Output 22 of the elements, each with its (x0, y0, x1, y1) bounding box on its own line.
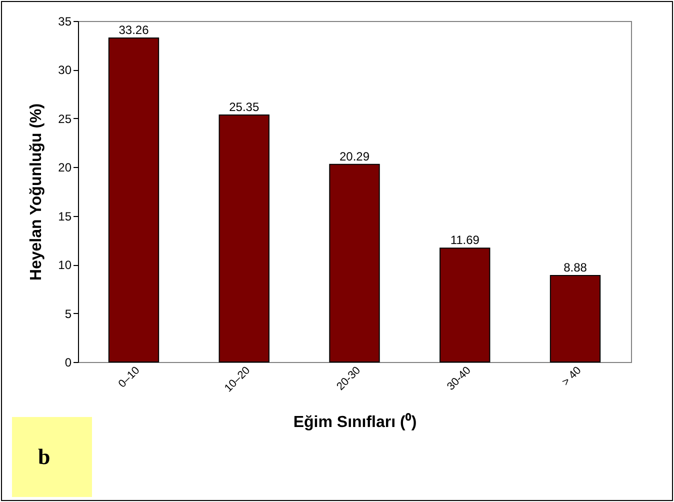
text: b (12, 417, 92, 497)
data-label: 33.26 (118, 22, 150, 37)
data-label: 11.69 (450, 233, 480, 248)
y-tick-label: 35 (58, 14, 72, 28)
bar (108, 37, 160, 362)
y-tick-label: 0 (64, 356, 72, 370)
bar (440, 248, 490, 362)
data-label: 20.29 (339, 149, 370, 164)
x-tick-label: > 40 (560, 364, 584, 388)
bar (550, 274, 601, 362)
y-tick-label: 20 (58, 160, 72, 175)
y-tick-label: 5 (64, 306, 72, 321)
x-axis-title: Eğim Sınıfları (⁰) (293, 412, 417, 431)
bar (218, 114, 270, 362)
data-label: 25.35 (229, 100, 260, 114)
data-label: 8.88 (564, 260, 588, 274)
y-tick-label: 10 (58, 258, 72, 272)
bar (329, 164, 380, 362)
y-tick-label: 25 (58, 112, 72, 126)
y-tick-label: 15 (58, 209, 72, 224)
y-tick-label: 30 (58, 63, 72, 78)
y-axis-title: Heyelan Yoğunluğu (%) (28, 103, 46, 281)
